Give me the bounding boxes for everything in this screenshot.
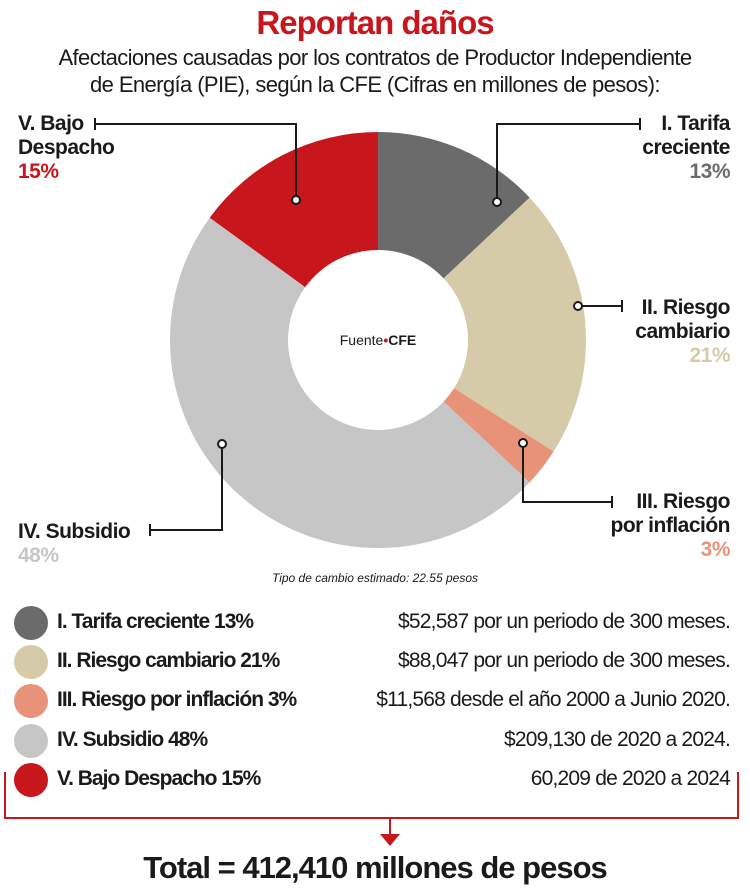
exchange-rate-note: Tipo de cambio estimado: 22.55 pesos [271, 571, 478, 585]
leader-line-4 [150, 444, 223, 531]
source-dot: • [383, 332, 389, 348]
donut-slice-2 [443, 197, 587, 452]
callout-iv: IV. Subsidio 48% [18, 520, 131, 568]
legend-swatch [14, 724, 48, 758]
legend-amount: $88,047 por un periodo de 300 meses. [398, 649, 731, 672]
source-value: CFE [388, 332, 417, 348]
leader-line-3 [522, 443, 612, 503]
callout-ii: II. Riesgo cambiario 21% [635, 296, 730, 368]
legend-label: IV. Subsidio 48% [57, 728, 208, 751]
callout-iii-pct: 3% [700, 538, 731, 561]
donut-chart [94, 118, 641, 549]
legend-row: I. Tarifa creciente 13% $52,587 por un pe… [14, 604, 731, 640]
callout-ii-pct: 21% [689, 344, 730, 367]
legend-amount: $52,587 por un periodo de 300 meses. [398, 610, 731, 633]
callout-ii-line2: cambiario [635, 320, 730, 343]
legend-row: III. Riesgo por inflación 3% $11,568 desd… [14, 682, 731, 718]
total-label: Total = 412,410 millones de pesos [143, 850, 608, 885]
source-label: Fuente•CFE [300, 332, 456, 348]
callout-i: I. Tarifa creciente 13% [642, 112, 730, 184]
leader-dot-3 [518, 438, 528, 448]
leader-dot-2 [573, 301, 583, 311]
callout-i-line2: creciente [642, 136, 730, 159]
legend-amount: $11,568 desde el año 2000 a Junio 2020. [376, 688, 731, 711]
legend-swatch [14, 606, 48, 640]
callout-iii: III. Riesgo por inflación 3% [611, 490, 731, 562]
leader-dot-5 [291, 195, 301, 205]
legend-row: IV. Subsidio 48% $209,130 de 2020 a 2024. [14, 722, 731, 758]
legend-swatch [14, 645, 48, 679]
legend-label: II. Riesgo cambiario 21% [57, 649, 280, 672]
leader-line-5 [95, 123, 297, 200]
subtitle-line-2: de Energía (PIE), según la CFE (Cifras e… [90, 72, 661, 97]
donut-slice-3 [443, 388, 554, 483]
legend-amount: 60,209 de 2020 a 2024 [530, 767, 731, 790]
arrow-down-icon [380, 834, 400, 846]
legend-row: V. Bajo Despacho 15% 60,209 de 2020 a 202… [14, 761, 731, 797]
legend-label: III. Riesgo por inflación 3% [57, 688, 297, 711]
callout-v-line2: Despacho [18, 136, 115, 159]
callout-ii-line1: II. Riesgo [641, 296, 731, 319]
callout-v: V. Bajo Despacho 15% [18, 112, 115, 184]
legend-swatch [14, 684, 48, 718]
legend-row: II. Riesgo cambiario 21% $88,047 por un p… [14, 643, 731, 679]
callout-v-line1: V. Bajo [18, 112, 84, 135]
callout-i-line1: I. Tarifa [661, 112, 730, 135]
chart-subtitle: Afectaciones causadas por los contratos … [0, 44, 750, 98]
callout-iv-line1: IV. Subsidio [18, 520, 131, 543]
chart-title: Reportan daños [256, 4, 494, 41]
legend-label: I. Tarifa creciente 13% [57, 610, 254, 633]
callout-v-pct: 15% [18, 160, 59, 183]
callout-iii-line2: por inflación [610, 514, 731, 537]
donut-slice-5 [209, 132, 378, 288]
leader-dot-1 [492, 197, 502, 207]
donut-slice-1 [378, 132, 530, 279]
source-prefix: Fuente [339, 332, 384, 348]
callout-iv-pct: 48% [18, 544, 59, 567]
subtitle-line-1: Afectaciones causadas por los contratos … [58, 45, 692, 70]
legend-amount: $209,130 de 2020 a 2024. [503, 728, 731, 751]
leader-line-1 [496, 123, 640, 202]
donut-slice-4 [169, 217, 530, 549]
legend-swatch [14, 763, 48, 797]
leader-dot-4 [217, 439, 227, 449]
callout-i-pct: 13% [689, 160, 730, 183]
callout-iii-line1: III. Riesgo [636, 490, 730, 513]
legend-label: V. Bajo Despacho 15% [57, 767, 261, 790]
